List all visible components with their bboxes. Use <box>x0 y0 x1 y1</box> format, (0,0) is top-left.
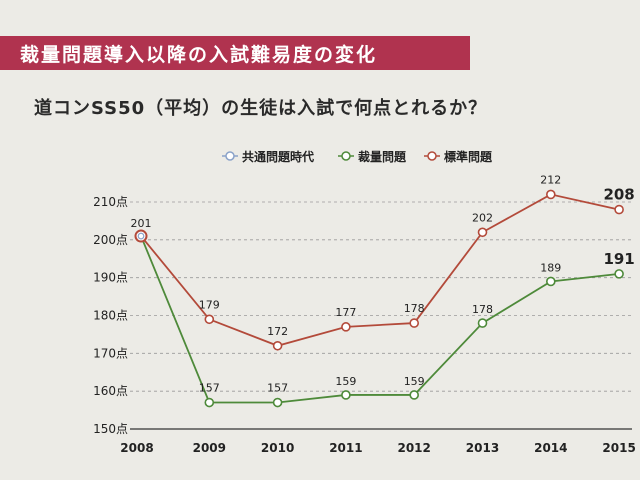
data-point <box>614 204 624 215</box>
data-point <box>477 318 488 328</box>
data-label: 189 <box>540 261 561 274</box>
data-label: 159 <box>404 375 425 388</box>
legend-marker <box>341 151 351 161</box>
data-label: 208 <box>603 186 634 204</box>
data-point <box>614 269 624 279</box>
y-tick-label: 190点 <box>93 271 128 285</box>
y-tick-label: 180点 <box>93 309 128 323</box>
x-tick-label: 2008 <box>120 441 153 455</box>
data-label: 178 <box>404 302 425 315</box>
data-label: 159 <box>335 375 356 388</box>
y-tick-label: 170点 <box>93 346 128 360</box>
data-label: 191 <box>603 250 634 268</box>
x-tick-label: 2010 <box>261 441 294 455</box>
legend-label: 共通問題時代 <box>242 149 314 164</box>
data-point <box>545 189 556 200</box>
data-point <box>272 340 283 351</box>
data-point <box>204 397 215 408</box>
data-point <box>409 390 420 400</box>
data-point <box>137 232 145 240</box>
series-line <box>140 193 620 347</box>
legend-marker <box>225 151 235 161</box>
chart-title: 道コンSS50（平均）の生徒は入試で何点とれるか？ <box>34 98 488 119</box>
y-tick-label: 210点 <box>93 195 128 209</box>
y-tick-label: 200点 <box>93 233 128 247</box>
x-tick-label: 2014 <box>534 441 567 455</box>
data-point <box>341 322 351 332</box>
data-point <box>272 397 283 408</box>
data-point <box>545 276 556 287</box>
legend-marker <box>427 151 437 161</box>
data-point <box>409 318 420 328</box>
data-point <box>477 227 488 238</box>
legend-label: 裁量問題 <box>358 149 407 164</box>
data-label: 212 <box>540 173 561 186</box>
y-tick-label: 150点 <box>93 422 128 436</box>
chart-banner: 裁量問題導入以降の入試難易度の変化 <box>0 36 470 70</box>
x-tick-label: 2013 <box>466 441 499 455</box>
data-label: 178 <box>472 303 493 316</box>
x-tick-label: 2009 <box>193 441 226 455</box>
x-tick-label: 2011 <box>329 441 362 455</box>
series-line <box>140 235 620 404</box>
legend-label: 標準問題 <box>444 149 493 164</box>
data-label: 157 <box>199 382 220 395</box>
data-label: 172 <box>267 325 288 338</box>
data-point <box>341 390 351 400</box>
data-label: 202 <box>472 211 493 224</box>
x-tick-label: 2015 <box>602 441 635 455</box>
data-label: 179 <box>199 298 220 311</box>
x-tick-label: 2012 <box>397 441 430 455</box>
data-label: 201 <box>131 217 152 230</box>
y-tick-label: 160点 <box>93 384 128 398</box>
data-label: 177 <box>335 306 356 319</box>
data-point <box>204 314 215 325</box>
banner-title: 裁量問題導入以降の入試難易度の変化 <box>20 43 378 66</box>
data-label: 157 <box>267 382 288 395</box>
